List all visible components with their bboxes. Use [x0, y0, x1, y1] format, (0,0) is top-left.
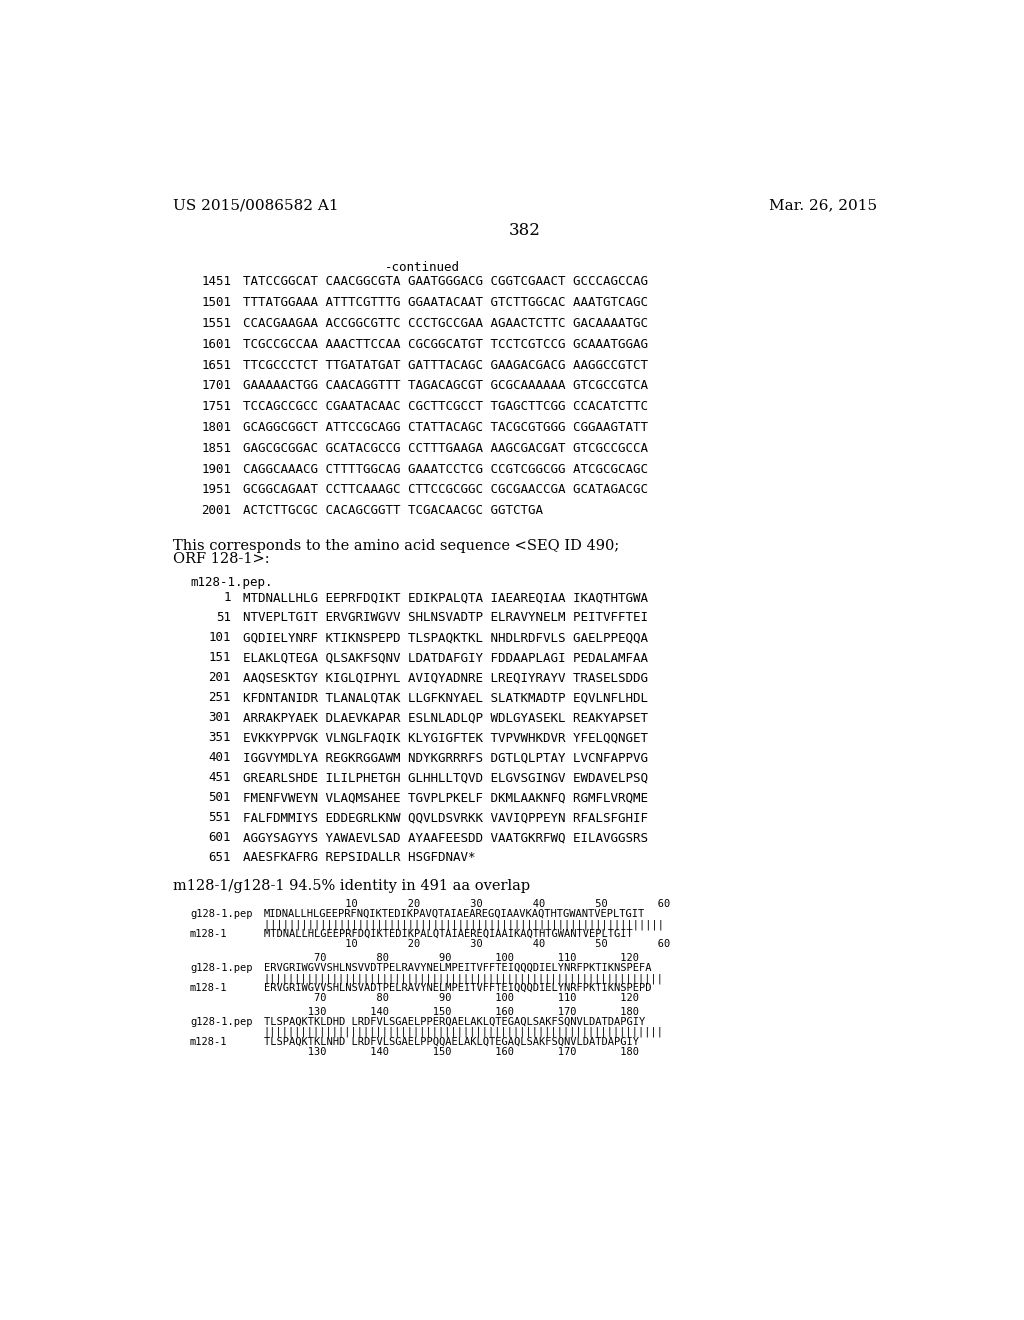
- Text: 10        20        30        40        50        60: 10 20 30 40 50 60: [263, 899, 670, 909]
- Text: ARRAKPYAEK DLAEVKAPAR ESLNLADLQP WDLGYASEKL REAKYAPSET: ARRAKPYAEK DLAEVKAPAR ESLNLADLQP WDLGYAS…: [243, 711, 648, 725]
- Text: 70        80        90       100       110       120: 70 80 90 100 110 120: [263, 993, 639, 1003]
- Text: MIDNALLHLGEEPRFNQIKTEDIKPAVQTAIAEAREGQIAAVKAQTHTGWANTVEPLTGIT: MIDNALLHLGEEPRFNQIKTEDIKPAVQTAIAEAREGQIA…: [263, 909, 645, 919]
- Text: 130       140       150       160       170       180: 130 140 150 160 170 180: [263, 1047, 639, 1057]
- Text: TTCGCCCTCT TTGATATGAT GATTTACAGC GAAGACGACG AAGGCCGTCT: TTCGCCCTCT TTGATATGAT GATTTACAGC GAAGACG…: [243, 359, 648, 372]
- Text: 101: 101: [209, 631, 231, 644]
- Text: CCACGAAGAA ACCGGCGTTC CCCTGCCGAA AGAACTCTTC GACAAAATGC: CCACGAAGAA ACCGGCGTTC CCCTGCCGAA AGAACTC…: [243, 317, 648, 330]
- Text: TLSPAQKTKLNHD LRDFVLSGAELPPQQAELAKLQTEGAQLSAKFSQNVLDATDAPGIY: TLSPAQKTKLNHD LRDFVLSGAELPPQQAELAKLQTEGA…: [263, 1038, 645, 1047]
- Text: 382: 382: [509, 222, 541, 239]
- Text: m128-1.pep.: m128-1.pep.: [190, 576, 272, 589]
- Text: 551: 551: [209, 812, 231, 825]
- Text: ||||||||||||||||||||||||||||||||||||||||||||||||||||||||||||||||: ||||||||||||||||||||||||||||||||||||||||…: [263, 973, 664, 983]
- Text: ERVGRIWGVVSHLNSVVDTPELRAVYNELMPEITVFFTEIQQQDIELYNRFPKTIKNSPEFA: ERVGRIWGVVSHLNSVVDTPELRAVYNELMPEITVFFTEI…: [263, 964, 651, 973]
- Text: 1801: 1801: [201, 421, 231, 434]
- Text: 1901: 1901: [201, 462, 231, 475]
- Text: 651: 651: [209, 851, 231, 865]
- Text: ||||||||||||||||||||||||||||||||||||||||||||||||||||||||||||||||: ||||||||||||||||||||||||||||||||||||||||…: [263, 1027, 664, 1038]
- Text: m128-1: m128-1: [190, 929, 227, 939]
- Text: GCAGGCGGCT ATTCCGCAGG CTATTACAGC TACGCGTGGG CGGAAGTATT: GCAGGCGGCT ATTCCGCAGG CTATTACAGC TACGCGT…: [243, 421, 648, 434]
- Text: AAQSESKTGY KIGLQIPHYL AVIQYADNRE LREQIYRAYV TRASELSDDG: AAQSESKTGY KIGLQIPHYL AVIQYADNRE LREQIYR…: [243, 671, 648, 684]
- Text: 501: 501: [209, 792, 231, 804]
- Text: m128-1/g128-1 94.5% identity in 491 aa overlap: m128-1/g128-1 94.5% identity in 491 aa o…: [173, 879, 530, 894]
- Text: AGGYSAGYYS YAWAEVLSAD AYAAFEESDD VAATGKRFWQ EILAVGGSRS: AGGYSAGYYS YAWAEVLSAD AYAAFEESDD VAATGKR…: [243, 832, 648, 845]
- Text: 251: 251: [209, 692, 231, 705]
- Text: 401: 401: [209, 751, 231, 764]
- Text: 1651: 1651: [201, 359, 231, 372]
- Text: 2001: 2001: [201, 504, 231, 517]
- Text: g128-1.pep: g128-1.pep: [190, 909, 253, 919]
- Text: 1601: 1601: [201, 338, 231, 351]
- Text: 151: 151: [209, 651, 231, 664]
- Text: KFDNTANIDR TLANALQTAK LLGFKNYAEL SLATKMADTP EQVLNFLHDL: KFDNTANIDR TLANALQTAK LLGFKNYAEL SLATKMA…: [243, 692, 648, 705]
- Text: GCGGCAGAAT CCTTCAAAGC CTTCCGCGGC CGCGAACCGA GCATAGACGC: GCGGCAGAAT CCTTCAAAGC CTTCCGCGGC CGCGAAC…: [243, 483, 648, 496]
- Text: GQDIELYNRF KTIKNSPEPD TLSPAQKTKL NHDLRDFVLS GAELPPEQQA: GQDIELYNRF KTIKNSPEPD TLSPAQKTKL NHDLRDF…: [243, 631, 648, 644]
- Text: FMENFVWEYN VLAQMSAHEE TGVPLPKELF DKMLAAKNFQ RGMFLVRQME: FMENFVWEYN VLAQMSAHEE TGVPLPKELF DKMLAAK…: [243, 792, 648, 804]
- Text: m128-1: m128-1: [190, 983, 227, 993]
- Text: MTDNALLHLG EEPRFDQIKT EDIKPALQTA IAEAREQIAA IKAQTHTGWA: MTDNALLHLG EEPRFDQIKT EDIKPALQTA IAEAREQ…: [243, 591, 648, 605]
- Text: MTDNALLHLGEEPRFDQIKTEDIKPALQTAIAEREQIAAIKAQTHTGWANTVEPLTGIT: MTDNALLHLGEEPRFDQIKTEDIKPALQTAIAEREQIAAI…: [263, 929, 651, 939]
- Text: 70        80        90       100       110       120: 70 80 90 100 110 120: [263, 953, 639, 964]
- Text: 1551: 1551: [201, 317, 231, 330]
- Text: 1751: 1751: [201, 400, 231, 413]
- Text: ELAKLQTEGA QLSAKFSQNV LDATDAFGIY FDDAAPLAGI PEDALAMFAA: ELAKLQTEGA QLSAKFSQNV LDATDAFGIY FDDAAPL…: [243, 651, 648, 664]
- Text: IGGVYMDLYA REGKRGGAWM NDYKGRRRFS DGTLQLPTAY LVCNFAPPVG: IGGVYMDLYA REGKRGGAWM NDYKGRRRFS DGTLQLP…: [243, 751, 648, 764]
- Text: FALFDMMIYS EDDEGRLKNW QQVLDSVRKK VAVIQPPEYN RFALSFGHIF: FALFDMMIYS EDDEGRLKNW QQVLDSVRKK VAVIQPP…: [243, 812, 648, 825]
- Text: 10        20        30        40        50        60: 10 20 30 40 50 60: [263, 940, 670, 949]
- Text: GREARLSHDE ILILPHETGH GLHHLLTQVD ELGVSGINGV EWDAVELPSQ: GREARLSHDE ILILPHETGH GLHHLLTQVD ELGVSGI…: [243, 771, 648, 784]
- Text: Mar. 26, 2015: Mar. 26, 2015: [769, 198, 877, 213]
- Text: ACTCTTGCGC CACAGCGGTT TCGACAACGC GGTCTGA: ACTCTTGCGC CACAGCGGTT TCGACAACGC GGTCTGA: [243, 504, 543, 517]
- Text: 301: 301: [209, 711, 231, 725]
- Text: TCGCCGCCAA AAACTTCCAA CGCGGCATGT TCCTCGTCCG GCAAATGGAG: TCGCCGCCAA AAACTTCCAA CGCGGCATGT TCCTCGT…: [243, 338, 648, 351]
- Text: TATCCGGCAT CAACGGCGTA GAATGGGACG CGGTCGAACT GCCCAGCCAG: TATCCGGCAT CAACGGCGTA GAATGGGACG CGGTCGA…: [243, 276, 648, 289]
- Text: This corresponds to the amino acid sequence <SEQ ID 490;: This corresponds to the amino acid seque…: [173, 539, 620, 553]
- Text: 1451: 1451: [201, 276, 231, 289]
- Text: 130       140       150       160       170       180: 130 140 150 160 170 180: [263, 1007, 639, 1016]
- Text: EVKKYPPVGK VLNGLFAQIK KLYGIGFTEK TVPVWHKDVR YFELQQNGET: EVKKYPPVGK VLNGLFAQIK KLYGIGFTEK TVPVWHK…: [243, 731, 648, 744]
- Text: -continued: -continued: [385, 261, 460, 273]
- Text: 1: 1: [223, 591, 231, 605]
- Text: g128-1.pep: g128-1.pep: [190, 1016, 253, 1027]
- Text: 351: 351: [209, 731, 231, 744]
- Text: US 2015/0086582 A1: US 2015/0086582 A1: [173, 198, 339, 213]
- Text: NTVEPLTGIT ERVGRIWGVV SHLNSVADTP ELRAVYNELM PEITVFFTEI: NTVEPLTGIT ERVGRIWGVV SHLNSVADTP ELRAVYN…: [243, 611, 648, 624]
- Text: AAESFKAFRG REPSIDALLR HSGFDNAV*: AAESFKAFRG REPSIDALLR HSGFDNAV*: [243, 851, 475, 865]
- Text: 201: 201: [209, 671, 231, 684]
- Text: m128-1: m128-1: [190, 1038, 227, 1047]
- Text: GAAAAACTGG CAACAGGTTT TAGACAGCGT GCGCAAAAAA GTCGCCGTCA: GAAAAACTGG CAACAGGTTT TAGACAGCGT GCGCAAA…: [243, 379, 648, 392]
- Text: ERVGRIWGVVSHLNSVADTPELRAVYNELMPEITVFFTEIQQQDIELYNRFPKTIKNSPEPD: ERVGRIWGVVSHLNSVADTPELRAVYNELMPEITVFFTEI…: [263, 983, 651, 993]
- Text: 1701: 1701: [201, 379, 231, 392]
- Text: TLSPAQKTKLDHD LRDFVLSGAELPPERQAELAKLQTEGAQLSAKFSQNVLDATDAPGIY: TLSPAQKTKLDHD LRDFVLSGAELPPERQAELAKLQTEG…: [263, 1016, 645, 1027]
- Text: 51: 51: [216, 611, 231, 624]
- Text: ||||||||||||||||||||||||||||||||||||||||||||||||||||||||||||||||: ||||||||||||||||||||||||||||||||||||||||…: [263, 919, 670, 929]
- Text: g128-1.pep: g128-1.pep: [190, 964, 253, 973]
- Text: 1951: 1951: [201, 483, 231, 496]
- Text: 451: 451: [209, 771, 231, 784]
- Text: TCCAGCCGCC CGAATACAAC CGCTTCGCCT TGAGCTTCGG CCACATCTTC: TCCAGCCGCC CGAATACAAC CGCTTCGCCT TGAGCTT…: [243, 400, 648, 413]
- Text: 1501: 1501: [201, 296, 231, 309]
- Text: 601: 601: [209, 832, 231, 845]
- Text: CAGGCAAACG CTTTTGGCAG GAAATCCTCG CCGTCGGCGG ATCGCGCAGC: CAGGCAAACG CTTTTGGCAG GAAATCCTCG CCGTCGG…: [243, 462, 648, 475]
- Text: ORF 128-1>:: ORF 128-1>:: [173, 552, 269, 566]
- Text: 1851: 1851: [201, 442, 231, 455]
- Text: TTTATGGAAA ATTTCGTTTG GGAATACAAT GTCTTGGCAC AAATGTCAGC: TTTATGGAAA ATTTCGTTTG GGAATACAAT GTCTTGG…: [243, 296, 648, 309]
- Text: GAGCGCGGAC GCATACGCCG CCTTTGAAGA AAGCGACGAT GTCGCCGCCA: GAGCGCGGAC GCATACGCCG CCTTTGAAGA AAGCGAC…: [243, 442, 648, 455]
